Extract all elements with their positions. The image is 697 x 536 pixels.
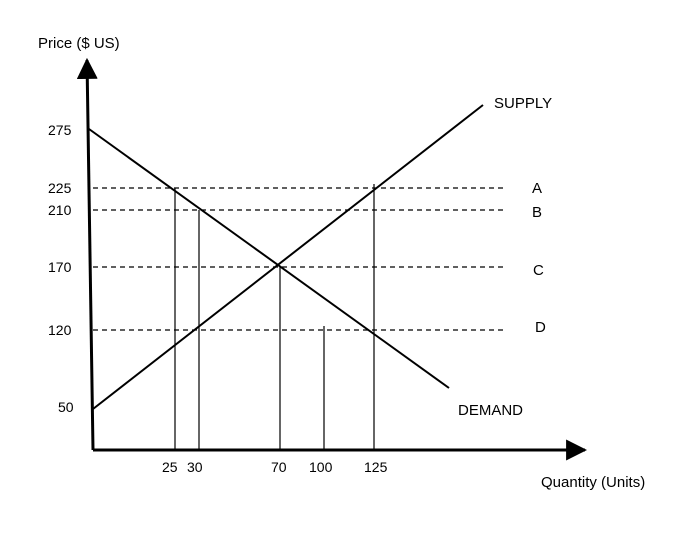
x-tick-label-125: 125	[364, 459, 388, 475]
y-tick-label-50: 50	[58, 399, 74, 415]
price-line-label-b: B	[532, 204, 542, 221]
supply-curve	[92, 104, 484, 410]
y-tick-label-275: 275	[48, 122, 72, 138]
demand-curve	[88, 128, 450, 389]
x-tick-label-100: 100	[309, 459, 333, 475]
price-line-label-d: D	[535, 319, 546, 336]
y-tick-label-170: 170	[48, 259, 72, 275]
x-tick-label-30: 30	[187, 459, 203, 475]
demand-label: DEMAND	[458, 402, 523, 419]
y-tick-label-120: 120	[48, 322, 72, 338]
y-tick-label-210: 210	[48, 202, 72, 218]
y-tick-label-225: 225	[48, 180, 72, 196]
price-line-label-a: A	[532, 180, 542, 197]
x-tick-label-70: 70	[271, 459, 287, 475]
x-tick-label-25: 25	[162, 459, 178, 475]
y-axis-title: Price ($ US)	[38, 35, 120, 52]
price-line-label-c: C	[533, 262, 544, 279]
supply-label: SUPPLY	[494, 95, 552, 112]
y-axis	[76, 57, 98, 451]
x-axis-title: Quantity (Units)	[541, 474, 645, 491]
